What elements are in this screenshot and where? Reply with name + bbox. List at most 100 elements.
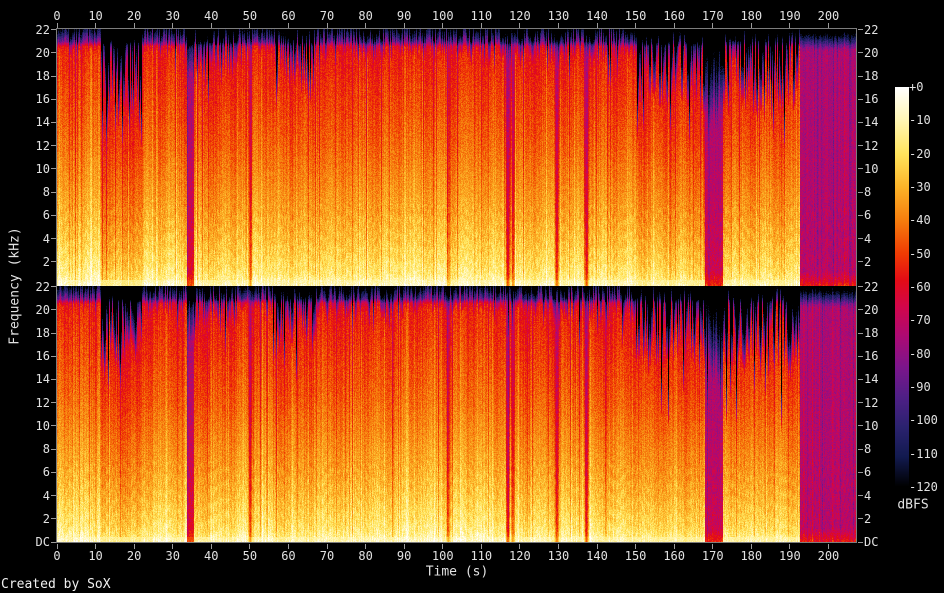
time-tick-mark-top [596, 23, 598, 28]
freq-tick-mark-left [51, 98, 56, 100]
freq-tick-mark-left [51, 495, 56, 497]
colorbar-title: dBFS [897, 497, 929, 513]
freq-tick-mark-left [51, 425, 56, 427]
freq-tick-label-left: 4 [42, 231, 50, 246]
time-tick-mark-bottom [673, 544, 675, 549]
time-tick-label-top: 160 [663, 9, 685, 23]
freq-tick-label-left: 8 [42, 442, 50, 457]
time-tick-mark-top [95, 23, 97, 28]
freq-tick-label-left: DC [35, 535, 50, 549]
time-tick-mark-top [519, 23, 521, 28]
freq-tick-mark-left [51, 29, 56, 31]
freq-tick-label-right: 18 [864, 326, 879, 341]
time-tick-label-top: 200 [817, 9, 840, 23]
freq-tick-label-right: 22 [864, 279, 879, 294]
freq-tick-label-left: 22 [35, 22, 50, 37]
dbfs-tick-label: -110 [909, 446, 938, 461]
time-tick-label-top: 30 [165, 9, 180, 23]
time-tick-mark-top [442, 23, 444, 28]
time-tick-mark-bottom [827, 544, 829, 549]
freq-tick-mark-left [51, 238, 56, 240]
time-tick-mark-bottom [133, 544, 135, 549]
freq-tick-mark-right [858, 309, 863, 311]
time-tick-mark-bottom [557, 544, 559, 549]
freq-tick-mark-right [858, 214, 863, 216]
time-tick-label-bottom: 90 [396, 549, 412, 563]
freq-tick-label-left: 16 [35, 349, 50, 364]
freq-tick-mark-right [858, 145, 863, 147]
time-tick-label-bottom: 130 [547, 549, 570, 563]
time-tick-label-bottom: 200 [817, 549, 840, 563]
y-axis-title: Frequency (kHz) [7, 227, 23, 345]
time-tick-mark-bottom [287, 544, 289, 549]
time-tick-label-bottom: 60 [281, 549, 296, 563]
freq-tick-label-right: 6 [864, 208, 872, 223]
time-tick-mark-bottom [712, 544, 714, 549]
freq-tick-label-right: 2 [864, 254, 872, 269]
time-tick-label-bottom: 180 [740, 549, 763, 563]
time-tick-label-top: 80 [358, 9, 373, 23]
freq-tick-label-left: 14 [35, 115, 50, 130]
time-tick-mark-top [326, 23, 328, 28]
time-tick-label-bottom: 70 [319, 549, 335, 563]
time-tick-mark-top [827, 23, 829, 28]
freq-tick-mark-right [858, 29, 863, 31]
freq-tick-mark-right [858, 378, 863, 380]
freq-tick-mark-right [858, 261, 863, 263]
time-tick-label-bottom: 50 [242, 549, 258, 563]
time-tick-label-top: 60 [281, 9, 296, 23]
freq-tick-mark-right [858, 286, 863, 288]
freq-tick-label-left: 18 [35, 69, 50, 84]
freq-tick-label-right: 18 [864, 69, 879, 84]
freq-tick-mark-left [51, 518, 56, 520]
time-tick-label-top: 110 [470, 9, 493, 23]
time-tick-mark-bottom [95, 544, 97, 549]
freq-tick-mark-left [51, 121, 56, 123]
time-tick-label-top: 190 [779, 9, 801, 23]
time-tick-label-top: 180 [740, 9, 763, 23]
freq-tick-label-left: 2 [42, 254, 50, 269]
time-tick-label-top: 140 [586, 9, 608, 23]
time-tick-label-bottom: 40 [204, 549, 219, 563]
time-tick-label-top: 50 [242, 9, 258, 23]
dbfs-tick-label: +0 [909, 80, 924, 94]
time-tick-mark-top [557, 23, 559, 28]
time-tick-mark-top [673, 23, 675, 28]
time-tick-label-bottom: 140 [586, 549, 608, 563]
dbfs-tick-label: -90 [909, 380, 931, 394]
freq-tick-label-right: 8 [864, 442, 872, 457]
time-tick-mark-top [403, 23, 405, 28]
time-tick-mark-top [750, 23, 752, 28]
time-tick-label-bottom: 110 [470, 549, 493, 563]
freq-tick-label-left: 14 [35, 372, 50, 387]
freq-tick-label-left: 18 [35, 326, 50, 341]
time-tick-label-top: 170 [701, 9, 724, 23]
dbfs-tick-label: -10 [909, 113, 931, 128]
freq-tick-mark-left [51, 52, 56, 54]
time-tick-mark-bottom [172, 544, 174, 549]
freq-tick-label-right: 4 [864, 231, 872, 246]
freq-tick-mark-left [51, 541, 56, 543]
freq-tick-mark-right [858, 448, 863, 450]
time-tick-mark-top [172, 23, 174, 28]
freq-tick-label-right: 10 [864, 161, 879, 176]
freq-tick-mark-left [51, 332, 56, 334]
time-tick-mark-top [133, 23, 135, 28]
freq-tick-label-left: 12 [35, 395, 50, 410]
time-tick-mark-top [480, 23, 482, 28]
freq-tick-label-right: 8 [864, 185, 872, 200]
time-tick-mark-bottom [519, 544, 521, 549]
freq-tick-label-right: 4 [864, 488, 872, 503]
time-tick-mark-bottom [596, 544, 598, 549]
freq-tick-mark-left [51, 355, 56, 357]
time-tick-mark-top [365, 23, 367, 28]
freq-tick-mark-right [858, 471, 863, 473]
time-tick-mark-bottom [56, 544, 58, 549]
freq-tick-mark-left [51, 378, 56, 380]
freq-tick-mark-left [51, 402, 56, 404]
freq-tick-label-right: 2 [864, 511, 872, 526]
freq-tick-label-left: 6 [42, 465, 50, 480]
time-tick-mark-bottom [480, 544, 482, 549]
dbfs-tick-label: -80 [909, 346, 931, 361]
freq-tick-mark-right [858, 52, 863, 54]
